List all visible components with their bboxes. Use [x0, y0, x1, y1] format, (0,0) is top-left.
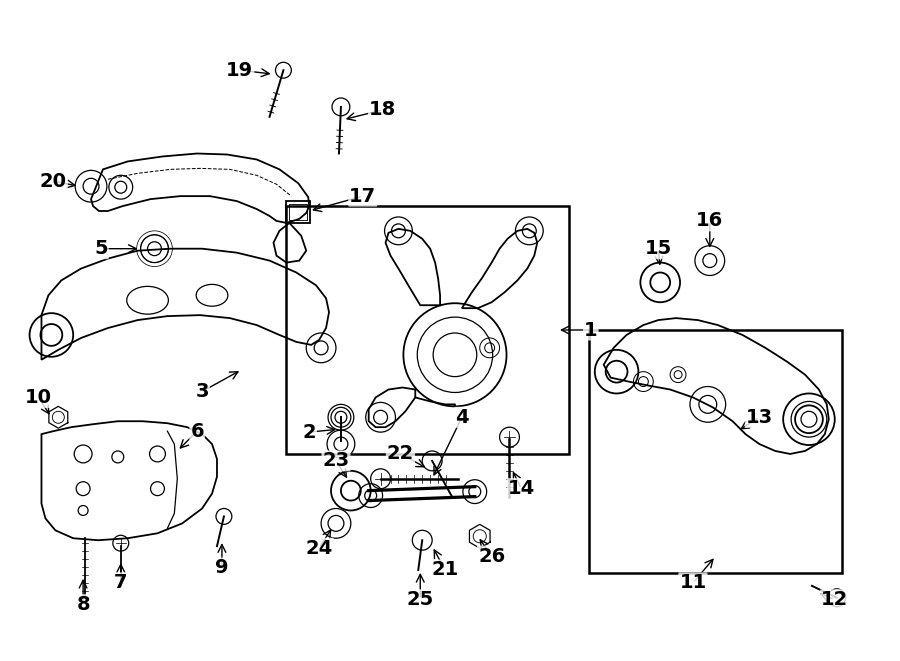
Text: 22: 22	[387, 444, 414, 463]
Text: 13: 13	[746, 408, 773, 427]
Text: 7: 7	[114, 573, 128, 592]
Text: 18: 18	[369, 100, 396, 120]
Bar	[286, 201, 310, 223]
Text: 24: 24	[305, 539, 333, 558]
Text: 9: 9	[215, 559, 229, 578]
Text: 6: 6	[190, 422, 204, 441]
Text: 26: 26	[478, 547, 505, 566]
Text: 14: 14	[508, 479, 535, 498]
Bar	[286, 206, 569, 454]
Text: 25: 25	[407, 590, 434, 609]
Text: 21: 21	[431, 561, 459, 580]
Text: 15: 15	[644, 239, 672, 258]
Text: 10: 10	[25, 388, 52, 407]
Text: 17: 17	[349, 186, 376, 206]
Text: 1: 1	[584, 321, 598, 340]
Text: 4: 4	[455, 408, 469, 427]
Text: 5: 5	[94, 239, 108, 258]
Text: 11: 11	[680, 573, 706, 592]
Text: 16: 16	[697, 212, 724, 231]
Text: 8: 8	[76, 595, 90, 614]
Text: 23: 23	[322, 451, 349, 471]
Text: 19: 19	[226, 61, 253, 80]
Text: 2: 2	[302, 422, 316, 442]
Bar	[290, 204, 307, 220]
Text: 12: 12	[821, 590, 849, 609]
Text: 20: 20	[40, 172, 67, 191]
Bar	[589, 330, 842, 573]
Text: 3: 3	[195, 382, 209, 401]
